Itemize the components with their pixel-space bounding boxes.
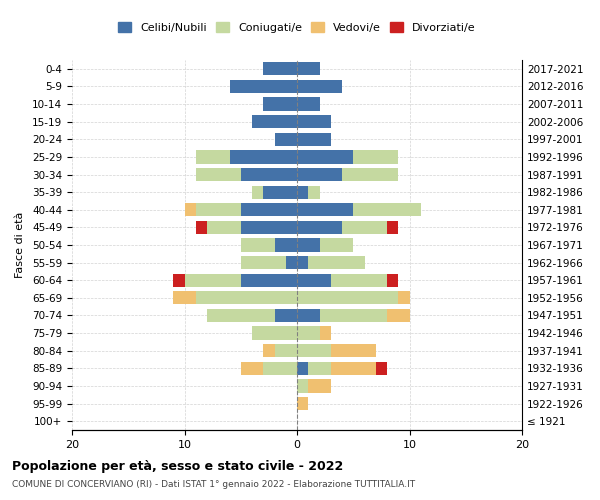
Bar [241, 362, 263, 375]
Bar [241, 168, 297, 181]
Bar [207, 221, 241, 234]
Bar [308, 362, 331, 375]
Bar [196, 291, 297, 304]
Bar [241, 238, 275, 252]
Bar [263, 98, 297, 110]
Bar [297, 274, 331, 287]
Bar [241, 256, 286, 269]
Bar [297, 256, 308, 269]
Bar [398, 291, 409, 304]
Text: Popolazione per età, sesso e stato civile - 2022: Popolazione per età, sesso e stato civil… [12, 460, 343, 473]
Bar [342, 221, 387, 234]
Bar [387, 221, 398, 234]
Bar [297, 132, 331, 146]
Bar [263, 62, 297, 76]
Bar [342, 168, 398, 181]
Bar [185, 203, 196, 216]
Legend: Celibi/Nubili, Coniugati/e, Vedovi/e, Divorziati/e: Celibi/Nubili, Coniugati/e, Vedovi/e, Di… [114, 18, 480, 37]
Bar [196, 168, 241, 181]
Bar [196, 150, 229, 164]
Bar [252, 115, 297, 128]
Bar [308, 380, 331, 392]
Bar [297, 62, 320, 76]
Bar [297, 115, 331, 128]
Bar [297, 397, 308, 410]
Bar [252, 186, 263, 198]
Bar [241, 274, 297, 287]
Bar [320, 326, 331, 340]
Bar [229, 150, 297, 164]
Bar [320, 238, 353, 252]
Bar [308, 256, 365, 269]
Bar [275, 238, 297, 252]
Bar [252, 326, 297, 340]
Bar [196, 221, 207, 234]
Bar [297, 238, 320, 252]
Bar [376, 362, 387, 375]
Bar [297, 98, 320, 110]
Bar [297, 291, 398, 304]
Bar [241, 203, 297, 216]
Bar [297, 203, 353, 216]
Bar [387, 274, 398, 287]
Bar [275, 344, 297, 358]
Bar [297, 150, 353, 164]
Bar [387, 309, 409, 322]
Bar [297, 221, 342, 234]
Bar [173, 274, 185, 287]
Bar [275, 132, 297, 146]
Bar [308, 186, 320, 198]
Bar [229, 80, 297, 93]
Bar [286, 256, 297, 269]
Bar [263, 186, 297, 198]
Y-axis label: Fasce di età: Fasce di età [15, 212, 25, 278]
Bar [185, 274, 241, 287]
Bar [353, 150, 398, 164]
Bar [331, 274, 387, 287]
Bar [173, 291, 196, 304]
Bar [331, 344, 376, 358]
Bar [297, 362, 308, 375]
Bar [196, 203, 241, 216]
Text: COMUNE DI CONCERVIANO (RI) - Dati ISTAT 1° gennaio 2022 - Elaborazione TUTTITALI: COMUNE DI CONCERVIANO (RI) - Dati ISTAT … [12, 480, 415, 489]
Bar [297, 344, 331, 358]
Bar [353, 203, 421, 216]
Bar [297, 80, 342, 93]
Bar [241, 221, 297, 234]
Bar [275, 309, 297, 322]
Bar [263, 344, 275, 358]
Bar [297, 309, 320, 322]
Bar [297, 168, 342, 181]
Bar [263, 362, 297, 375]
Bar [297, 326, 320, 340]
Bar [297, 380, 308, 392]
Bar [320, 309, 387, 322]
Bar [331, 362, 376, 375]
Bar [207, 309, 275, 322]
Bar [297, 186, 308, 198]
